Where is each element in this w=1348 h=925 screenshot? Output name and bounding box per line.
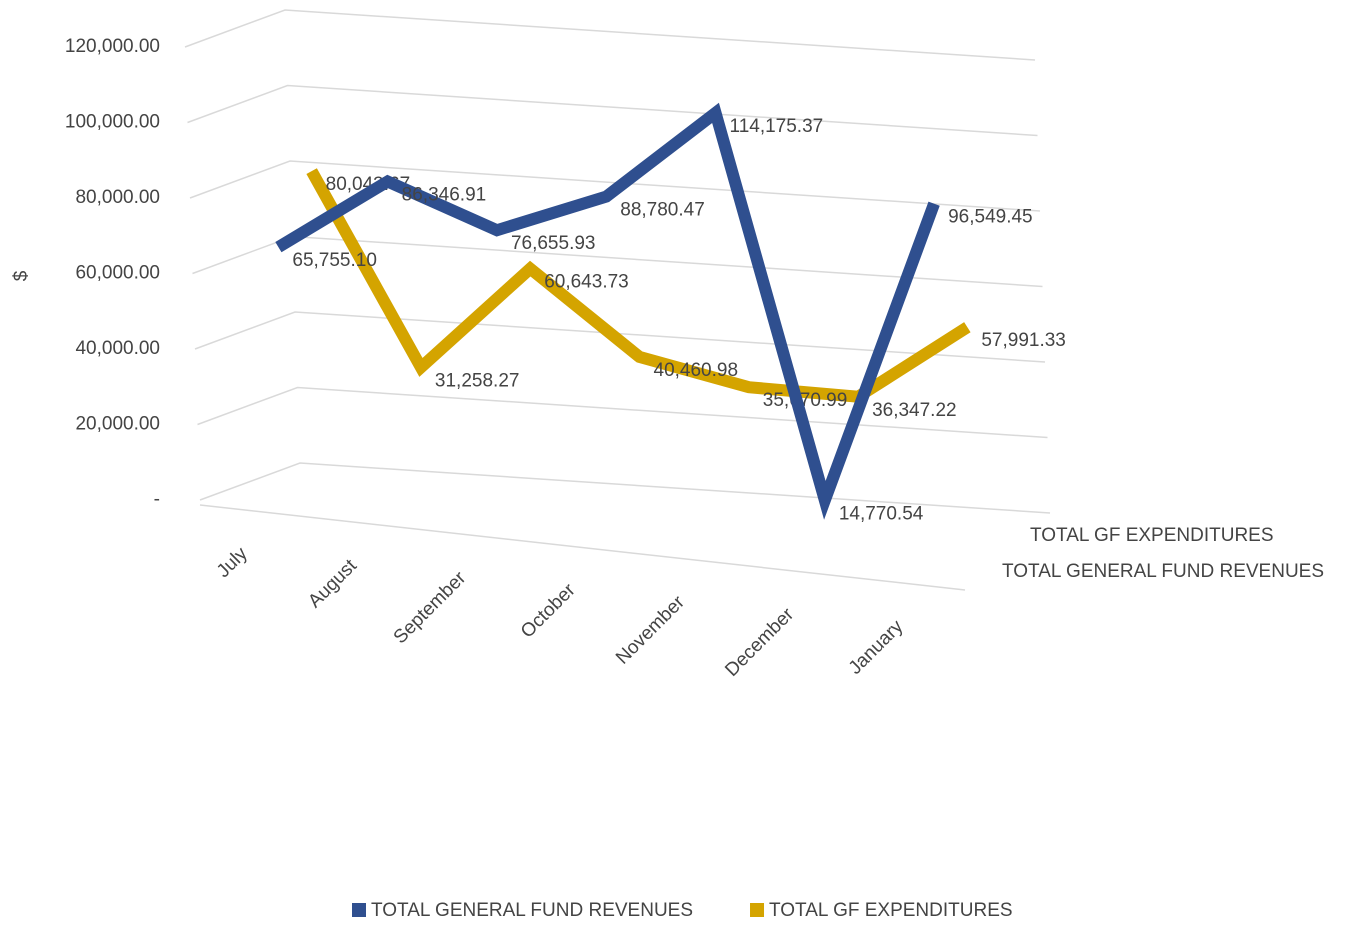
floor-edge xyxy=(199,504,966,591)
data-label: 88,780.47 xyxy=(620,200,705,221)
data-label: 35,670.99 xyxy=(763,390,848,411)
grid-line xyxy=(184,9,1036,61)
data-label: 76,655.93 xyxy=(511,233,596,254)
grid-line xyxy=(187,84,1038,137)
x-tick-label: September xyxy=(390,567,471,648)
data-label: 65,755.10 xyxy=(292,250,377,271)
y-axis-label: $ xyxy=(11,270,32,281)
y-tick-label: 80,000.00 xyxy=(75,187,160,208)
x-tick-label: August xyxy=(304,555,361,612)
data-label: 57,991.33 xyxy=(981,330,1066,351)
y-tick-label: - xyxy=(154,489,160,510)
y-tick-label: 120,000.00 xyxy=(65,36,160,57)
x-tick-label: October xyxy=(517,579,580,642)
x-tick-label: July xyxy=(213,543,252,582)
y-tick-label: 40,000.00 xyxy=(75,338,160,359)
legend-label: TOTAL GENERAL FUND REVENUES xyxy=(371,900,693,921)
data-label: 36,347.22 xyxy=(872,400,957,421)
data-label: 60,643.73 xyxy=(544,272,629,293)
data-label: 31,258.27 xyxy=(435,370,520,391)
grid-line xyxy=(194,311,1046,363)
grid-line xyxy=(199,462,1051,514)
x-tick-label: January xyxy=(845,616,908,679)
series-ribbon xyxy=(275,102,940,520)
data-label: 86,346.91 xyxy=(402,185,487,206)
depth-label: TOTAL GENERAL FUND REVENUES xyxy=(1002,561,1324,582)
y-tick-label: 100,000.00 xyxy=(65,112,160,133)
x-tick-label: December xyxy=(721,604,798,681)
x-tick-label: November xyxy=(612,591,689,668)
legend-label: TOTAL GF EXPENDITURES xyxy=(769,900,1013,921)
legend-swatch xyxy=(352,903,366,917)
data-label: 96,549.45 xyxy=(948,207,1033,228)
y-tick-label: 20,000.00 xyxy=(75,414,160,435)
legend-swatch xyxy=(750,903,765,917)
data-label: 114,175.37 xyxy=(730,116,824,137)
data-label: 14,770.54 xyxy=(839,503,924,524)
grid-line xyxy=(189,160,1041,212)
y-tick-label: 60,000.00 xyxy=(75,263,160,284)
depth-label: TOTAL GF EXPENDITURES xyxy=(1030,525,1274,546)
data-label: 40,460.98 xyxy=(654,360,739,381)
